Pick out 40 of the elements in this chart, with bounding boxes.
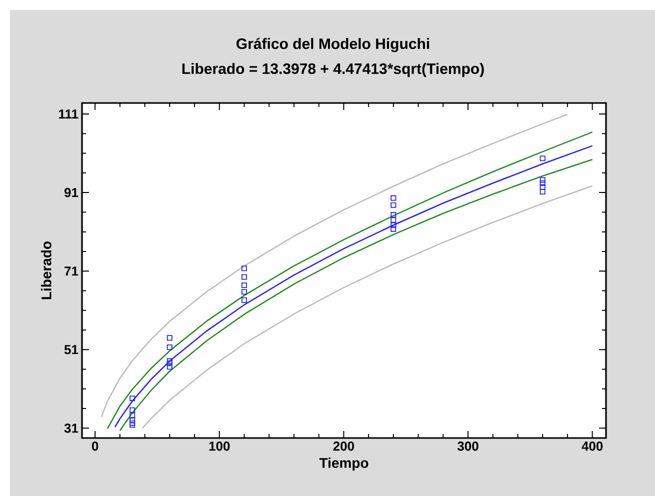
point bbox=[241, 266, 247, 272]
point bbox=[540, 156, 546, 162]
point bbox=[390, 226, 396, 232]
point bbox=[166, 335, 172, 341]
point bbox=[130, 412, 136, 418]
chart-title: Gráfico del Modelo Higuchi bbox=[236, 38, 430, 52]
point bbox=[166, 360, 172, 366]
x-tick-label: 300 bbox=[457, 442, 478, 451]
y-tick-label: 71 bbox=[64, 266, 78, 276]
point bbox=[166, 358, 172, 364]
x-tick-label: 200 bbox=[333, 442, 354, 451]
point bbox=[390, 195, 396, 201]
point bbox=[166, 364, 172, 370]
point bbox=[130, 407, 136, 413]
point bbox=[540, 180, 546, 186]
point bbox=[241, 274, 247, 280]
point bbox=[241, 289, 247, 295]
point bbox=[540, 184, 546, 190]
point bbox=[390, 222, 396, 228]
point bbox=[241, 282, 247, 288]
x-axis-title: Tiempo bbox=[319, 458, 368, 471]
chart-subtitle: Liberado = 13.3978 + 4.47413*sqrt(Tiempo) bbox=[182, 63, 484, 77]
point bbox=[390, 217, 396, 223]
point bbox=[130, 396, 136, 402]
x-tick-label: 400 bbox=[582, 442, 603, 451]
x-tick-label: 100 bbox=[209, 442, 230, 451]
x-tick-label: 0 bbox=[92, 442, 98, 451]
point bbox=[241, 297, 247, 303]
point bbox=[130, 418, 136, 424]
y-tick-label: 91 bbox=[64, 188, 78, 198]
y-tick-label: 31 bbox=[64, 424, 78, 433]
point bbox=[166, 344, 172, 350]
point bbox=[390, 212, 396, 218]
y-tick-label: 51 bbox=[64, 345, 78, 354]
y-axis-title: Liberado bbox=[41, 241, 52, 300]
point bbox=[540, 177, 546, 183]
point bbox=[540, 189, 546, 195]
point bbox=[130, 420, 136, 426]
point bbox=[390, 202, 396, 208]
y-tick-label: 111 bbox=[59, 110, 78, 118]
